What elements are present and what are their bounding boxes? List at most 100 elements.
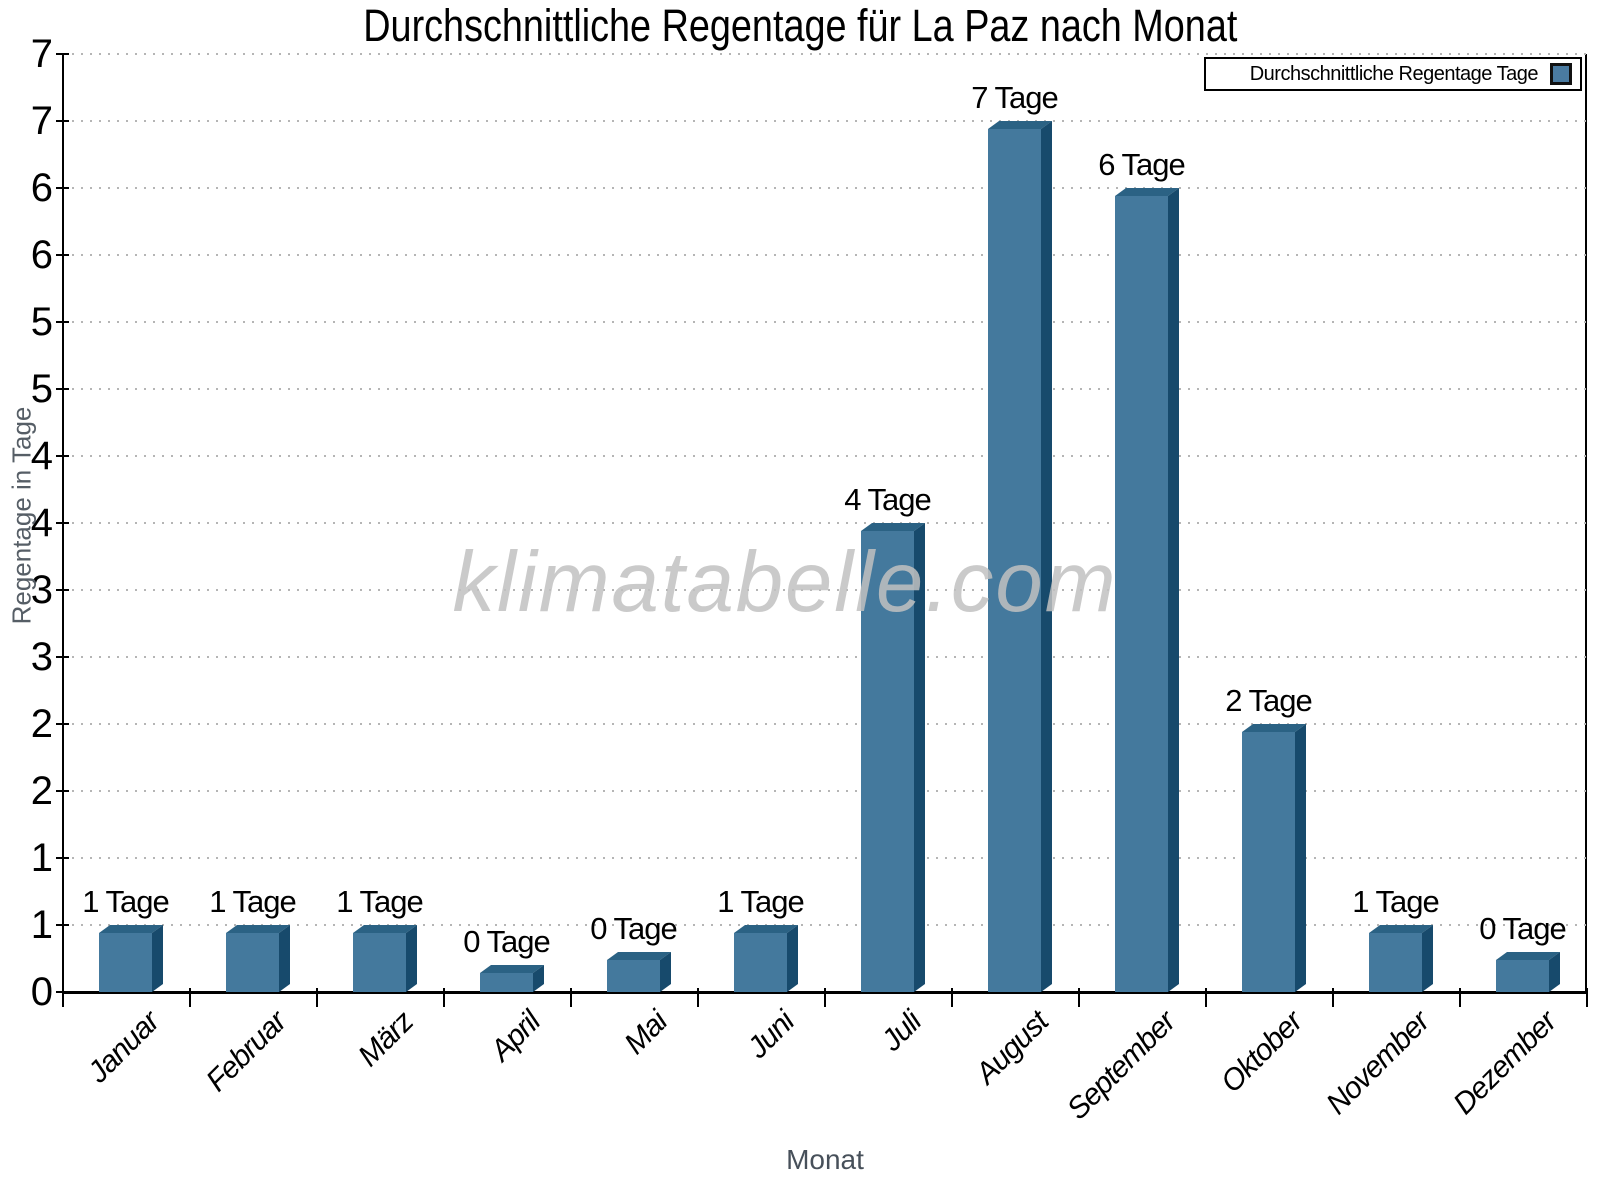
bar-top-face: [99, 925, 163, 933]
y-tick-mark: [56, 723, 69, 725]
bar-april: [480, 965, 544, 992]
x-tick-mark: [570, 988, 572, 1007]
bar-face: [226, 933, 279, 992]
x-tick-mark: [1459, 988, 1461, 1007]
bar-value-label: 1 Tage: [82, 884, 170, 919]
bar-november: [1369, 925, 1433, 992]
x-tick-mark: [697, 988, 699, 1007]
y-tick-mark: [56, 187, 69, 189]
y-axis-line: [62, 54, 64, 994]
bar-value-label: 0 Tage: [1479, 911, 1567, 946]
y-tick-mark: [56, 924, 69, 926]
y-gridline: [63, 857, 1587, 859]
y-tick-mark: [56, 656, 69, 658]
bar-side-face: [152, 925, 163, 992]
bar-januar: [99, 925, 163, 992]
bar-value-label: 0 Tage: [590, 911, 678, 946]
y-gridline: [63, 388, 1587, 390]
y-tick-mark: [56, 857, 69, 859]
bar-face: [988, 129, 1041, 992]
x-tick-mark: [1205, 988, 1207, 1007]
y-tick-mark: [56, 589, 69, 591]
bar-top-face: [1496, 952, 1560, 960]
y-tick-mark: [56, 254, 69, 256]
bar-face: [1496, 960, 1549, 992]
bar-face: [1242, 732, 1295, 992]
y-gridline: [63, 790, 1587, 792]
y-tick-label: 7: [30, 32, 53, 76]
bar-februar: [226, 925, 290, 992]
x-tick-mark: [1586, 988, 1588, 1007]
x-tick-mark: [1332, 988, 1334, 1007]
y-tick-label: 3: [30, 635, 53, 679]
bar-side-face: [914, 523, 925, 992]
y-gridline: [63, 321, 1587, 323]
y-tick-label: 5: [30, 300, 53, 344]
bar-side-face: [1168, 188, 1179, 992]
y-tick-label: 1: [30, 836, 53, 880]
x-tick-mark: [824, 988, 826, 1007]
y-tick-label: 5: [30, 367, 53, 411]
y-tick-mark: [56, 522, 69, 524]
y-gridline: [63, 656, 1587, 658]
bar-face: [734, 933, 787, 992]
bar-top-face: [861, 523, 925, 531]
y-tick-mark: [56, 790, 69, 792]
bar-face: [480, 973, 533, 992]
y-tick-mark: [56, 388, 69, 390]
y-gridline: [63, 723, 1587, 725]
legend-label: Durchschnittliche Regentage Tage: [1249, 62, 1539, 85]
x-tick-mark: [951, 988, 953, 1007]
bar-top-face: [480, 965, 544, 973]
bar-top-face: [734, 925, 798, 933]
y-tick-label: 1: [30, 903, 53, 947]
bar-value-label: 4 Tage: [844, 482, 932, 517]
bar-oktober: [1242, 724, 1306, 992]
bar-face: [607, 960, 660, 992]
bar-face: [861, 531, 914, 992]
bar-side-face: [533, 965, 544, 992]
bar-top-face: [988, 121, 1052, 129]
x-tick-mark: [1078, 988, 1080, 1007]
bar-face: [1115, 196, 1168, 992]
bar-value-label: 1 Tage: [336, 884, 424, 919]
chart-title: Durchschnittliche Regentage für La Paz n…: [0, 0, 1600, 52]
legend-swatch-icon: [1550, 63, 1572, 85]
x-tick-mark: [316, 988, 318, 1007]
bar-value-label: 1 Tage: [209, 884, 297, 919]
bar-top-face: [1115, 188, 1179, 196]
y-gridline: [63, 589, 1587, 591]
right-frame-line: [1585, 54, 1587, 994]
bar-side-face: [1422, 925, 1433, 992]
y-tick-label: 6: [30, 166, 53, 210]
y-tick-label: 4: [30, 501, 53, 545]
y-tick-label: 7: [30, 99, 53, 143]
bar-september: [1115, 188, 1179, 992]
y-tick-label: 2: [30, 769, 53, 813]
y-tick-label: 0: [30, 970, 53, 1014]
y-tick-mark: [56, 455, 69, 457]
bar-side-face: [279, 925, 290, 992]
y-tick-label: 4: [30, 434, 53, 478]
y-gridline: [63, 924, 1587, 926]
bar-mrz: [353, 925, 417, 992]
y-tick-label: 6: [30, 233, 53, 277]
bar-face: [353, 933, 406, 992]
bar-august: [988, 121, 1052, 992]
bar-mai: [607, 952, 671, 992]
bar-face: [99, 933, 152, 992]
y-tick-label: 3: [30, 568, 53, 612]
bar-side-face: [787, 925, 798, 992]
chart-title-text: Durchschnittliche Regentage für La Paz n…: [362, 0, 1238, 51]
y-tick-label: 2: [30, 702, 53, 746]
y-tick-mark: [56, 120, 69, 122]
bar-juni: [734, 925, 798, 992]
bar-side-face: [1549, 952, 1560, 992]
bar-dezember: [1496, 952, 1560, 992]
bar-top-face: [607, 952, 671, 960]
x-tick-mark: [62, 988, 64, 1007]
y-gridline: [63, 187, 1587, 189]
bar-top-face: [1242, 724, 1306, 732]
x-tick-mark: [443, 988, 445, 1007]
